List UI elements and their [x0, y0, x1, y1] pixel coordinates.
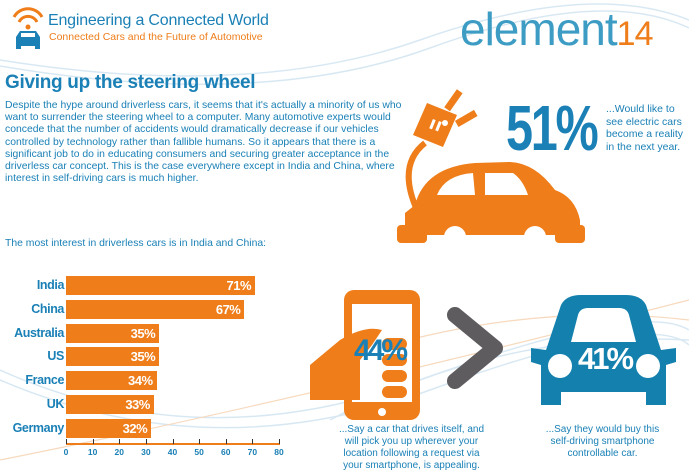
x-tick-label: 30 [141, 447, 151, 457]
bar-value-label: 32% [122, 420, 148, 436]
x-tick-mark [119, 439, 121, 444]
category-label: China [31, 301, 64, 316]
x-tick-mark [145, 439, 147, 444]
connected-car-logo-icon [12, 7, 44, 49]
header-title: Engineering a Connected World [48, 12, 269, 29]
self-driving-car-icon [531, 295, 676, 405]
category-label: India [36, 278, 65, 292]
x-tick-mark [92, 439, 94, 444]
bar-india: 71% [66, 276, 256, 295]
stat-51-value: 51% [506, 92, 599, 164]
x-tick-mark [225, 439, 227, 444]
category-label: US [47, 349, 64, 364]
intro-paragraph: Despite the hype around driverless cars,… [5, 100, 402, 185]
x-axis [66, 443, 280, 445]
bar-value-label: 67% [215, 301, 241, 317]
x-tick-label: 40 [167, 447, 178, 457]
stat-51-caption: ...Would like to see electric cars becom… [606, 103, 684, 153]
x-tick-mark [172, 439, 174, 444]
bar-australia: 35% [66, 323, 160, 343]
stat-41-value: 41% [578, 341, 634, 376]
x-tick-label: 0 [63, 447, 69, 457]
bar-value-label: 33% [125, 397, 150, 412]
stat-44-value: 44% [354, 334, 408, 367]
bar-us: 35% [66, 347, 160, 367]
category-label: Australia [14, 325, 64, 340]
x-tick-mark [252, 439, 254, 444]
electric-car-plug-icon [397, 89, 585, 248]
arrow-right-icon [447, 307, 503, 389]
x-tick-label: 70 [247, 447, 258, 457]
bar-value-label: 35% [130, 349, 156, 365]
category-label: Germany [12, 420, 65, 435]
bar-uk: 33% [66, 395, 154, 414]
element14-logo: element14 [460, 3, 653, 55]
category-label: France [25, 373, 64, 388]
bar-france: 34% [66, 371, 157, 391]
bar-germany: 32% [66, 418, 152, 438]
x-tick-mark [66, 439, 67, 444]
section-title: Giving up the steering wheel [5, 72, 256, 93]
bar-value-label: 34% [127, 373, 153, 389]
bar-value-label: 35% [130, 325, 156, 341]
x-tick-label: 80 [274, 447, 284, 457]
category-label: UK [46, 397, 65, 411]
x-tick-mark [279, 439, 280, 444]
x-tick-label: 50 [194, 447, 204, 457]
x-tick-label: 20 [114, 447, 124, 457]
chart-intro: The most interest in driverless cars is … [5, 238, 267, 249]
x-tick-mark [199, 439, 201, 444]
smartphone-hand-icon [310, 290, 420, 420]
x-tick-label: 60 [221, 447, 231, 457]
bar-value-label: 71% [226, 278, 252, 293]
x-tick-label: 10 [87, 447, 98, 457]
header-subtitle: Connected Cars and the Future of Automot… [49, 31, 263, 43]
stat-44-caption: ...Say a car that drives itself, and wil… [338, 424, 485, 471]
stat-41-caption: ...Say they would buy this self-driving … [545, 424, 660, 459]
bar-china: 67% [66, 299, 245, 319]
